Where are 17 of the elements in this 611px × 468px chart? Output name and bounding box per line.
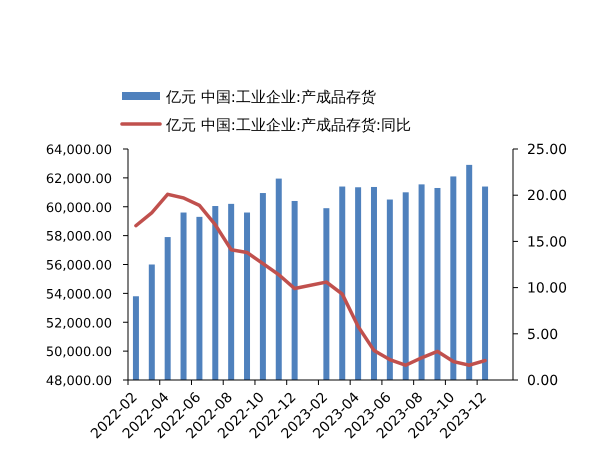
y-tick-label: 54,000.00: [46, 287, 112, 302]
y2-tick-label: 25.00: [527, 142, 568, 158]
y-tick-label: 58,000.00: [46, 230, 112, 245]
y-tick-label: 50,000.00: [46, 345, 112, 360]
y2-tick-label: 5.00: [527, 326, 558, 343]
y-tick-label: 60,000.00: [46, 200, 112, 216]
y2-tick-label: 10.00: [527, 280, 568, 297]
y-tick-label: 56,000.00: [46, 258, 112, 274]
legend-label: 亿元 中国:工业企业:产成品存货: [165, 88, 376, 106]
y2-tick-label: 20.00: [527, 188, 568, 204]
y2-tick-label: 0.00: [527, 373, 558, 389]
y2-tick-label: 15.00: [527, 234, 568, 250]
legend-label: 亿元 中国:工业企业:产成品存货:同比: [165, 116, 411, 134]
y-tick-label: 52,000.00: [46, 316, 112, 332]
y-tick-label: 62,000.00: [46, 172, 112, 187]
y-tick-label: 64,000.00: [46, 143, 112, 158]
y-tick-label: 48,000.00: [46, 374, 112, 389]
